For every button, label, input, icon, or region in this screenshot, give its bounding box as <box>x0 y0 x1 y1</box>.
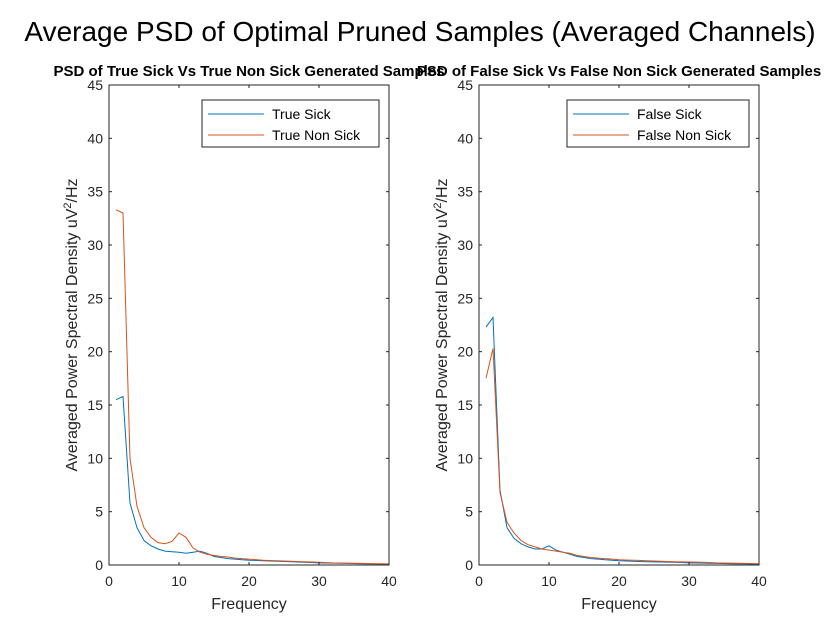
x-tick-label: 20 <box>611 573 627 589</box>
x-tick-label: 10 <box>541 573 557 589</box>
x-axis-label: Frequency <box>581 596 657 613</box>
legend-box <box>566 99 750 148</box>
x-tick-label: 40 <box>751 573 767 589</box>
legend: True Sick True Non Sick <box>201 99 380 148</box>
y-tick-label: 0 <box>465 557 473 573</box>
x-tick-label: 0 <box>475 573 483 589</box>
legend-box <box>201 99 380 148</box>
plot-area <box>478 84 760 566</box>
y-axis-label: Averaged Power Spectral Density uV2/Hz <box>432 178 451 471</box>
x-tick-label: 20 <box>241 573 257 589</box>
y-tick-label: 40 <box>87 130 103 146</box>
y-tick-label: 30 <box>457 237 473 253</box>
y-tick-label: 45 <box>457 77 473 93</box>
y-tick-label: 15 <box>87 397 103 413</box>
x-tick-label: 10 <box>171 573 187 589</box>
series-line-1 <box>485 316 760 565</box>
legend-entry-2: True Non Sick <box>272 127 361 143</box>
x-tick-label: 40 <box>381 573 397 589</box>
y-tick-label: 0 <box>95 557 103 573</box>
y-tick-label: 20 <box>87 344 103 360</box>
legend: False Sick False Non Sick <box>566 99 750 148</box>
y-tick-label: 15 <box>457 397 473 413</box>
plot-area <box>108 84 390 566</box>
y-tick-label: 5 <box>465 504 473 520</box>
subplot-title: PSD of True Sick Vs True Non Sick Genera… <box>54 63 445 80</box>
y-tick-label: 25 <box>87 290 103 306</box>
legend-entry-1: False Sick <box>637 106 703 122</box>
y-tick-label: 10 <box>457 450 473 466</box>
y-tick-label: 35 <box>457 184 473 200</box>
series-line-1 <box>115 395 390 565</box>
y-tick-label: 25 <box>457 290 473 306</box>
x-tick-label: 0 <box>105 573 113 589</box>
y-tick-label: 40 <box>457 130 473 146</box>
y-tick-label: 35 <box>87 184 103 200</box>
x-tick-label: 30 <box>311 573 327 589</box>
figure-title: Average PSD of Optimal Pruned Samples (A… <box>24 16 815 47</box>
y-tick-label: 10 <box>87 450 103 466</box>
y-tick-label: 20 <box>457 344 473 360</box>
series-line-2 <box>115 209 390 565</box>
y-tick-label: 5 <box>95 504 103 520</box>
x-tick-label: 30 <box>681 573 697 589</box>
legend-entry-2: False Non Sick <box>637 127 732 143</box>
legend-entry-1: True Sick <box>272 106 332 122</box>
y-axis-label: Averaged Power Spectral Density uV2/Hz <box>62 178 81 471</box>
y-tick-label: 45 <box>87 77 103 93</box>
subplot-title: PSD of False Sick Vs False Non Sick Gene… <box>417 63 821 80</box>
x-axis-label: Frequency <box>211 596 287 613</box>
y-tick-label: 30 <box>87 237 103 253</box>
series-line-2 <box>485 348 760 565</box>
